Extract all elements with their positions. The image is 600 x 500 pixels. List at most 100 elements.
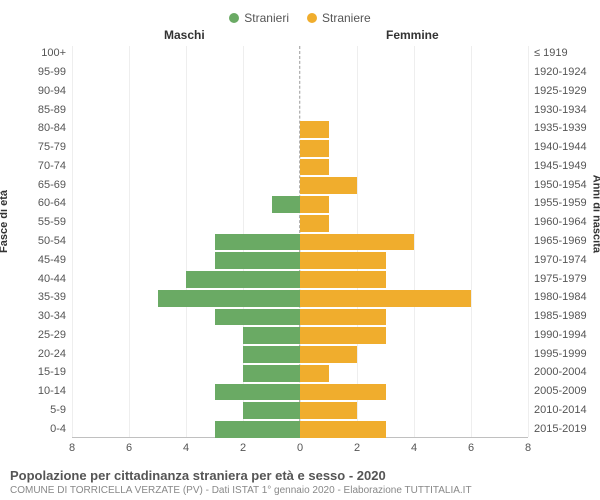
pyramid-row (72, 421, 528, 438)
pyramid-row (72, 402, 528, 419)
half-male (72, 252, 300, 269)
half-female (300, 421, 528, 438)
birth-label: 1925-1929 (534, 86, 596, 97)
bar-female (300, 327, 386, 344)
half-female (300, 346, 528, 363)
birth-label: 1980-1984 (534, 292, 596, 303)
age-label: 55-59 (20, 217, 66, 228)
age-label: 100+ (20, 48, 66, 59)
half-male (72, 196, 300, 213)
legend-label-female: Straniere (322, 11, 371, 25)
x-tick: 6 (468, 442, 474, 454)
female-swatch (307, 13, 317, 23)
birth-label: 1975-1979 (534, 274, 596, 285)
half-female (300, 309, 528, 326)
pyramid-row (72, 384, 528, 401)
pyramid-row (72, 215, 528, 232)
x-tick: 2 (354, 442, 360, 454)
bar-female (300, 365, 329, 382)
half-female (300, 84, 528, 101)
pyramid-row (72, 84, 528, 101)
half-male (72, 421, 300, 438)
bar-male (215, 384, 301, 401)
bar-female (300, 140, 329, 157)
half-male (72, 290, 300, 307)
age-label: 75-79 (20, 142, 66, 153)
bar-male (215, 252, 301, 269)
half-male (72, 346, 300, 363)
half-male (72, 327, 300, 344)
legend-item-female: Straniere (307, 11, 371, 25)
birth-label: ≤ 1919 (534, 48, 596, 59)
age-label: 95-99 (20, 67, 66, 78)
half-female (300, 365, 528, 382)
half-female (300, 215, 528, 232)
half-female (300, 121, 528, 138)
half-female (300, 46, 528, 63)
birth-label: 1985-1989 (534, 311, 596, 322)
birth-label: 2010-2014 (534, 405, 596, 416)
age-label: 70-74 (20, 161, 66, 172)
age-label: 10-14 (20, 386, 66, 397)
bar-female (300, 384, 386, 401)
half-male (72, 177, 300, 194)
bar-female (300, 177, 357, 194)
age-label: 45-49 (20, 255, 66, 266)
half-female (300, 402, 528, 419)
birth-label: 1965-1969 (534, 236, 596, 247)
birth-label: 1995-1999 (534, 349, 596, 360)
legend: Stranieri Straniere (0, 0, 600, 28)
x-tick: 6 (126, 442, 132, 454)
birth-label: 2005-2009 (534, 386, 596, 397)
age-label: 0-4 (20, 424, 66, 435)
half-male (72, 309, 300, 326)
age-label: 40-44 (20, 274, 66, 285)
half-female (300, 252, 528, 269)
pyramid-row (72, 102, 528, 119)
half-male (72, 365, 300, 382)
bar-female (300, 159, 329, 176)
age-label: 80-84 (20, 123, 66, 134)
x-tick: 8 (525, 442, 531, 454)
bar-male (215, 309, 301, 326)
half-female (300, 140, 528, 157)
half-male (72, 159, 300, 176)
legend-item-male: Stranieri (229, 11, 289, 25)
bar-female (300, 121, 329, 138)
age-label: 65-69 (20, 180, 66, 191)
footer: Popolazione per cittadinanza straniera p… (0, 460, 600, 496)
half-female (300, 234, 528, 251)
bar-female (300, 252, 386, 269)
bar-female (300, 196, 329, 213)
half-female (300, 159, 528, 176)
bar-male (158, 290, 301, 307)
bar-male (243, 402, 300, 419)
bar-female (300, 215, 329, 232)
half-male (72, 65, 300, 82)
bar-male (243, 327, 300, 344)
half-male (72, 271, 300, 288)
half-male (72, 215, 300, 232)
age-label: 20-24 (20, 349, 66, 360)
pyramid-row (72, 327, 528, 344)
half-female (300, 102, 528, 119)
bar-male (215, 234, 301, 251)
birth-label: 1920-1924 (534, 67, 596, 78)
half-male (72, 384, 300, 401)
male-swatch (229, 13, 239, 23)
birth-label: 1940-1944 (534, 142, 596, 153)
x-axis: 022446688 (72, 442, 528, 458)
bar-female (300, 421, 386, 438)
pyramid-row (72, 234, 528, 251)
birth-label: 2015-2019 (534, 424, 596, 435)
x-tick: 2 (240, 442, 246, 454)
bar-female (300, 290, 471, 307)
half-female (300, 196, 528, 213)
pyramid-row (72, 177, 528, 194)
age-label: 30-34 (20, 311, 66, 322)
pyramid-row (72, 290, 528, 307)
half-male (72, 402, 300, 419)
half-male (72, 46, 300, 63)
half-male (72, 140, 300, 157)
birth-label: 1990-1994 (534, 330, 596, 341)
